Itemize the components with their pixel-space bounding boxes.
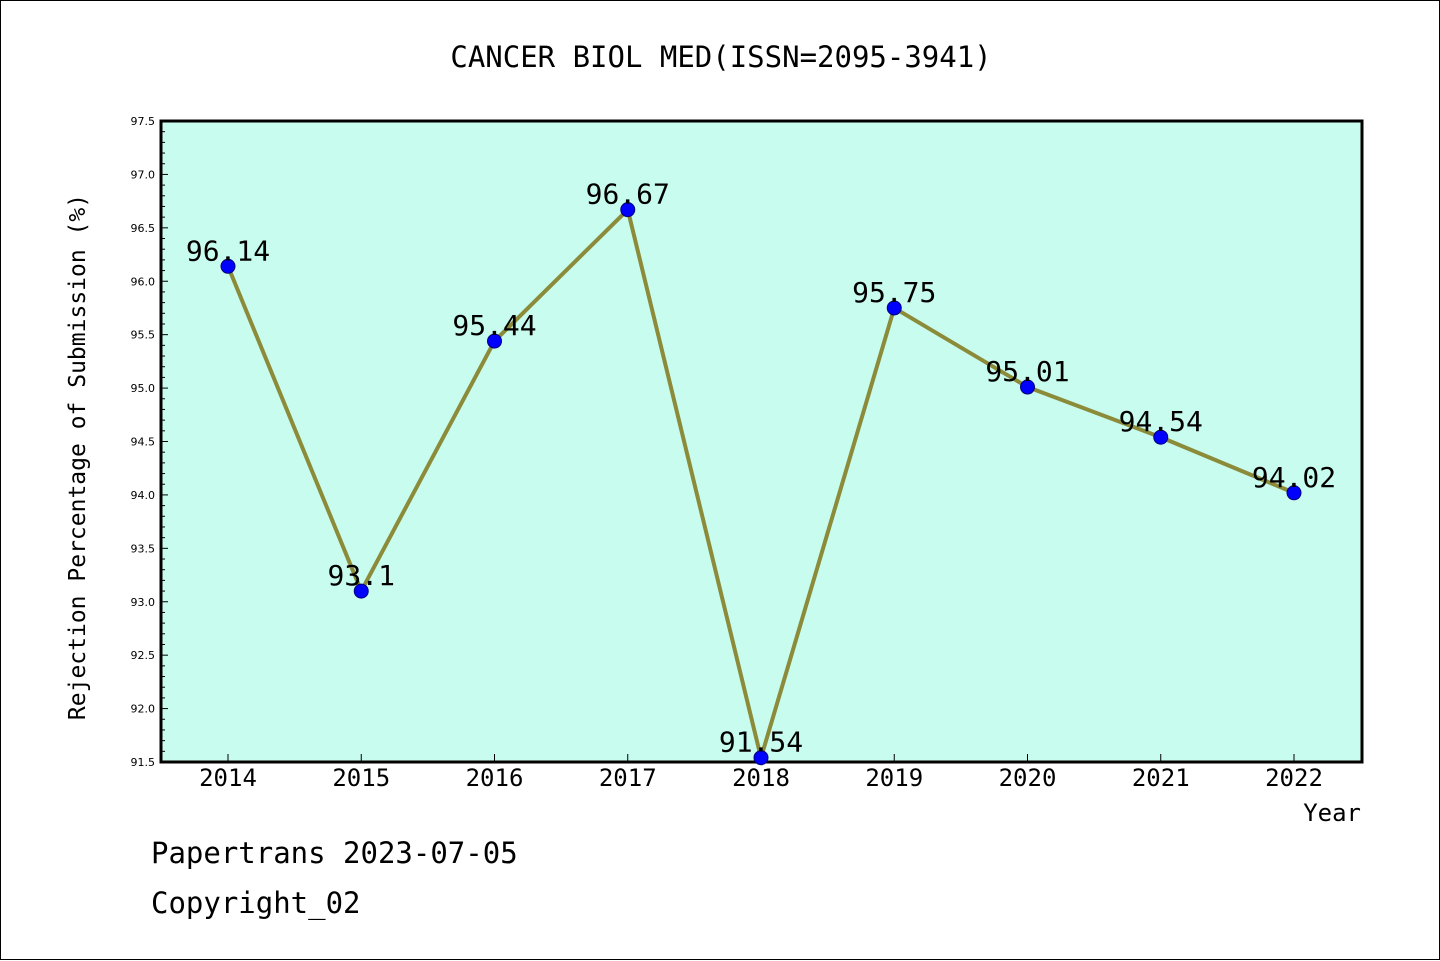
y-tick-label: 97.0 xyxy=(131,168,156,181)
x-tick-label: 2015 xyxy=(332,764,390,792)
data-label: 95.44 xyxy=(452,309,536,342)
chart-title: CANCER BIOL MED(ISSN=2095-3941) xyxy=(450,40,991,74)
x-tick-label: 2014 xyxy=(199,764,257,792)
y-tick-label: 95.0 xyxy=(131,382,156,395)
data-point xyxy=(487,333,502,349)
x-tick-label: 2019 xyxy=(865,764,923,792)
data-point xyxy=(1020,379,1035,395)
y-tick-label: 95.5 xyxy=(131,329,156,342)
footer-copyright: Copyright_02 xyxy=(151,886,361,920)
y-axis-label: Rejection Percentage of Submission (%) xyxy=(65,194,91,720)
plot-area xyxy=(159,119,1364,764)
y-tick-label: 94.0 xyxy=(131,489,156,502)
data-label: 94.02 xyxy=(1252,461,1336,494)
y-tick-label: 93.0 xyxy=(131,596,156,609)
data-point xyxy=(1153,429,1169,445)
data-point xyxy=(753,750,769,766)
y-tick-label: 91.5 xyxy=(131,756,156,769)
y-axis: 91.5 92.0 92.5 93.0 93.5 94.0 94.5 95.0 95.5 96.0… xyxy=(131,115,168,769)
x-axis: 2014 2015 2016 2017 2018 2019 2020 2021 2022 xyxy=(199,754,1323,792)
data-point xyxy=(620,202,636,218)
data-point xyxy=(220,258,236,274)
data-label: 95.75 xyxy=(852,276,936,309)
x-tick-label: 2020 xyxy=(999,764,1057,792)
y-tick-label: 94.5 xyxy=(131,436,156,449)
footer-source: Papertrans 2023-07-05 xyxy=(151,836,518,870)
x-tick-label: 2022 xyxy=(1265,764,1323,792)
x-tick-label: 2018 xyxy=(732,764,790,792)
y-tick-label: 96.0 xyxy=(131,275,156,288)
data-label: 91.54 xyxy=(719,726,803,759)
data-label: 93.1 xyxy=(328,559,395,592)
data-point xyxy=(353,583,369,599)
y-tick-label: 93.5 xyxy=(131,542,156,555)
data-label: 95.01 xyxy=(985,355,1069,388)
x-axis-label: Year xyxy=(1303,799,1361,827)
x-tick-label: 2017 xyxy=(599,764,657,792)
data-point xyxy=(886,300,902,316)
data-label: 94.54 xyxy=(1119,405,1203,438)
y-tick-label: 96.5 xyxy=(131,222,156,235)
data-label: 96.67 xyxy=(586,178,670,211)
x-tick-label: 2016 xyxy=(466,764,524,792)
y-tick-label: 92.0 xyxy=(131,703,156,716)
y-tick-label: 92.5 xyxy=(131,649,156,662)
data-label: 96.14 xyxy=(186,234,270,267)
x-tick-label: 2021 xyxy=(1132,764,1190,792)
data-point xyxy=(1286,485,1302,501)
series-group: 96.14 93.1 95.44 96.67 91.54 95.75 95.01 94.54 9… xyxy=(186,178,1336,766)
y-tick-label: 97.5 xyxy=(131,115,156,128)
